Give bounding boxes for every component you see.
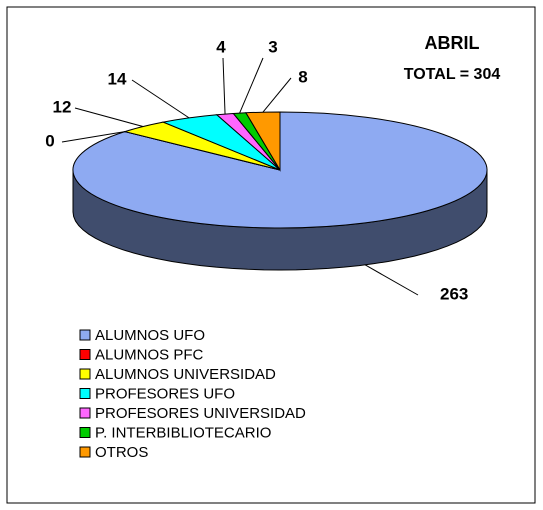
legend-label: PROFESORES UFO: [95, 385, 235, 402]
legend-swatch: [79, 388, 91, 399]
legend-swatch: [79, 329, 91, 341]
data-label: 4: [216, 37, 226, 56]
data-label: 8: [298, 67, 307, 86]
leader-line: [239, 57, 264, 114]
chart-title: ABRIL: [425, 33, 480, 53]
leader-line: [61, 131, 125, 143]
data-label: 12: [53, 97, 72, 116]
chart-subtitle: TOTAL = 304: [404, 66, 501, 83]
legend-label: ALUMNOS UNIVERSIDAD: [95, 366, 276, 383]
legend-swatch: [79, 349, 91, 360]
legend-swatch: [79, 368, 91, 380]
data-label: 0: [45, 131, 54, 150]
data-label: 3: [268, 37, 277, 56]
leader-line: [74, 107, 144, 128]
leader-line: [131, 79, 190, 119]
leader-line: [364, 264, 419, 296]
legend-swatch: [79, 407, 91, 419]
leader-line: [262, 77, 292, 113]
legend-swatch: [79, 427, 91, 438]
leader-line: [222, 57, 226, 115]
data-label: 263: [440, 284, 468, 303]
legend-label: ALUMNOS UFO: [95, 327, 205, 344]
legend-swatch: [79, 446, 91, 458]
legend-label: OTROS: [95, 444, 148, 461]
legend-label: PROFESORES UNIVERSIDAD: [95, 405, 306, 422]
legend-label: ALUMNOS PFC: [95, 346, 204, 363]
data-label: 14: [108, 69, 127, 88]
legend-label: P. INTERBIBLIOTECARIO: [95, 424, 271, 441]
